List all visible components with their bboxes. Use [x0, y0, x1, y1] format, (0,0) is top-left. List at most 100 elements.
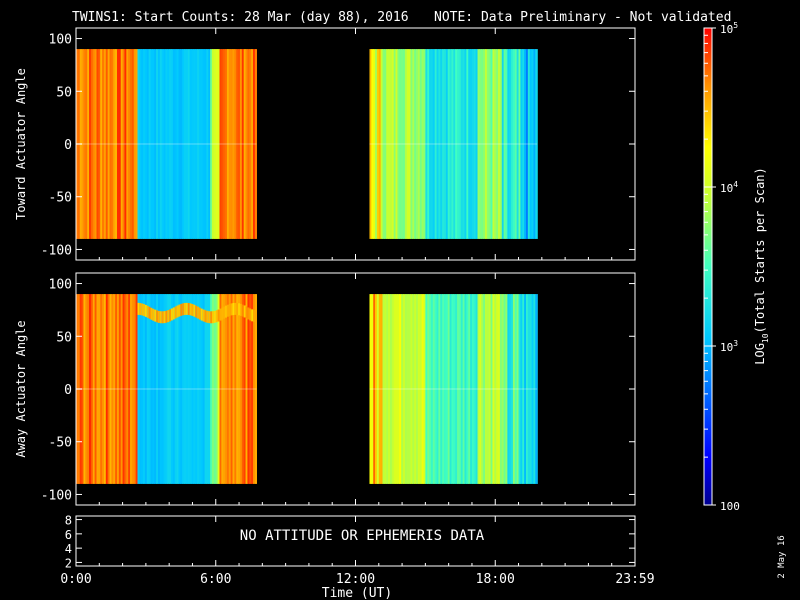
toward-heatmap-column-17 [107, 49, 111, 239]
toward-heatmap-column-27 [126, 49, 129, 239]
toward-heatmap-column-116 [404, 49, 408, 239]
away-heatmap-band-80 [223, 306, 226, 319]
away-heatmap-column-82 [228, 294, 232, 484]
toward-heatmap-column-26 [124, 49, 127, 239]
away-heatmap-column-74 [213, 294, 217, 484]
ephemeris-ytick-label-3: 2 [65, 556, 72, 570]
toward-heatmap-column-159 [485, 49, 488, 239]
away-heatmap-column-47 [163, 294, 166, 484]
away-heatmap-column-57 [182, 294, 185, 484]
xtick-label-3: 18:00 [476, 572, 515, 587]
away-ytick-label-1: 50 [56, 330, 72, 345]
away-heatmap-column-85 [234, 294, 237, 484]
away-heatmap-column-3 [81, 294, 84, 484]
away-heatmap-column-6 [87, 294, 90, 484]
away-heatmap-column-65 [197, 294, 200, 484]
away-heatmap-column-109 [391, 294, 395, 484]
away-heatmap-band-41 [150, 307, 153, 320]
ephemeris-ytick-label-1: 6 [65, 528, 72, 542]
toward-heatmap-column-156 [479, 49, 482, 239]
toward-heatmap-column-6 [87, 49, 90, 239]
away-heatmap-column-186 [535, 294, 538, 484]
toward-heatmap-column-143 [455, 49, 458, 239]
away-heatmap-column-41 [152, 294, 155, 484]
toward-heatmap-column-93 [249, 49, 252, 239]
away-heatmap-column-46 [161, 294, 165, 484]
toward-heatmap-column-119 [410, 49, 413, 239]
away-heatmap-column-83 [230, 294, 234, 484]
toward-heatmap-column-104 [382, 49, 385, 239]
away-heatmap-column-182 [527, 294, 531, 484]
toward-heatmap-column-13 [100, 49, 103, 239]
toward-heatmap-column-183 [529, 49, 533, 239]
away-heatmap-column-90 [243, 294, 247, 484]
toward-heatmap-column-163 [492, 49, 495, 239]
away-heatmap-column-131 [432, 294, 436, 484]
away-heatmap-column-104 [382, 294, 385, 484]
away-heatmap-column-76 [217, 294, 220, 484]
away-heatmap-column-15 [103, 294, 107, 484]
toward-heatmap-column-4 [83, 49, 86, 239]
toward-heatmap-column-62 [191, 49, 194, 239]
away-heatmap-column-34 [139, 294, 142, 484]
toward-heatmap-column-20 [113, 49, 116, 239]
away-heatmap-column-121 [414, 294, 417, 484]
toward-heatmap-column-118 [408, 49, 411, 239]
toward-heatmap-column-171 [507, 49, 510, 239]
toward-heatmap-column-33 [137, 49, 140, 239]
toward-heatmap-column-55 [178, 49, 181, 239]
toward-heatmap-column-120 [412, 49, 415, 239]
away-heatmap-column-33 [137, 294, 140, 484]
toward-heatmap-column-131 [432, 49, 436, 239]
away-heatmap-column-125 [421, 294, 425, 484]
away-heatmap-column-112 [397, 294, 400, 484]
away-heatmap-column-78 [221, 294, 224, 484]
toward-heatmap-column-80 [225, 49, 228, 239]
toward-heatmap-column-173 [511, 49, 514, 239]
toward-heatmap-column-155 [477, 49, 480, 239]
toward-heatmap-column-141 [451, 49, 454, 239]
away-heatmap-column-10 [94, 294, 97, 484]
toward-heatmap-column-110 [393, 49, 397, 239]
away-heatmap-column-177 [518, 294, 521, 484]
away-y-axis-label: Away Actuator Angle [14, 320, 28, 457]
toward-heatmap-column-71 [208, 49, 211, 239]
colorbar-gradient [704, 28, 712, 505]
toward-heatmap-column-69 [204, 49, 207, 239]
toward-heatmap-column-142 [453, 49, 456, 239]
away-heatmap-band-87 [236, 302, 239, 315]
away-heatmap-column-153 [473, 294, 477, 484]
away-heatmap-band-35 [139, 303, 142, 316]
away-heatmap-band-72 [208, 311, 211, 324]
away-heatmap-column-87 [238, 294, 241, 484]
colorbar-label-prefix: LOG [753, 343, 767, 365]
away-heatmap-column-101 [376, 294, 380, 484]
away-heatmap-column-23 [118, 294, 122, 484]
away-heatmap-column-113 [399, 294, 402, 484]
away-heatmap-column-173 [511, 294, 514, 484]
away-heatmap-column-156 [479, 294, 482, 484]
toward-heatmap-column-169 [503, 49, 506, 239]
toward-heatmap-column-114 [401, 49, 404, 239]
toward-heatmap-column-113 [399, 49, 402, 239]
toward-heatmap-column-160 [486, 49, 490, 239]
away-heatmap-column-79 [223, 294, 226, 484]
away-heatmap-column-29 [130, 294, 133, 484]
away-heatmap-column-181 [525, 294, 529, 484]
toward-heatmap-column-185 [533, 49, 536, 239]
away-heatmap-band-95 [251, 309, 254, 322]
toward-heatmap-column-10 [94, 49, 97, 239]
toward-heatmap-column-180 [524, 49, 527, 239]
colorbar-tick-label-2: 103 [720, 339, 738, 354]
away-heatmap-band-57 [180, 303, 183, 316]
ephemeris-ytick-label-0: 8 [65, 514, 72, 528]
away-heatmap-column-178 [520, 294, 523, 484]
toward-heatmap-column-95 [253, 49, 256, 239]
toward-heatmap-column-184 [531, 49, 534, 239]
away-heatmap-band-74 [212, 311, 215, 324]
away-heatmap-column-116 [404, 294, 408, 484]
away-ytick-label-0: 100 [49, 278, 72, 293]
toward-heatmap-column-70 [206, 49, 209, 239]
toward-heatmap-column-137 [444, 49, 447, 239]
